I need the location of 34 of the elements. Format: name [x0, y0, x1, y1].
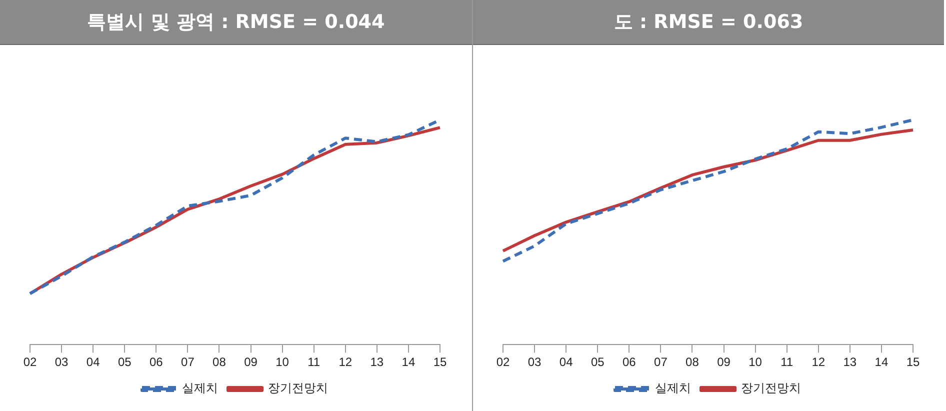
x-tick-label: 05 [590, 355, 605, 370]
x-tick-label: 09 [244, 355, 258, 370]
x-tick-label: 03 [528, 355, 542, 370]
chart-title: 도 : RMSE = 0.063 [473, 0, 944, 45]
x-tick-label: 09 [717, 355, 731, 370]
x-tick-label: 04 [86, 355, 100, 370]
x-tick-label: 14 [402, 355, 416, 370]
x-tick-label: 10 [276, 355, 290, 370]
x-tick-label: 11 [308, 355, 320, 370]
x-tick-label: 06 [149, 355, 164, 370]
x-tick-label: 14 [874, 355, 888, 370]
chart-title: 특별시 및 광역 : RMSE = 0.044 [0, 0, 472, 45]
x-tick-label: 15 [906, 355, 920, 370]
x-tick-label: 07 [181, 355, 195, 370]
x-tick-label: 05 [118, 355, 132, 370]
x-tick-label: 02 [23, 355, 37, 370]
x-tick-label: 12 [338, 355, 352, 370]
x-tick-label: 02 [496, 355, 510, 370]
x-tick-label: 12 [812, 355, 826, 370]
x-tick-label: 08 [686, 355, 700, 370]
legend-label: 장기전망치 [268, 381, 328, 396]
x-tick-label: 03 [54, 355, 69, 370]
legend-label: 실제치 [655, 381, 691, 396]
x-tick-label: 11 [780, 355, 794, 370]
x-tick-label: 13 [843, 355, 857, 370]
x-tick-label: 13 [370, 355, 384, 370]
legend-label: 실제치 [182, 381, 218, 396]
x-tick-label: 10 [748, 355, 762, 370]
x-tick-label: 07 [654, 355, 668, 370]
x-tick-label: 06 [622, 355, 636, 370]
x-tick-label: 04 [559, 355, 574, 370]
legend-label: 장기전망치 [741, 381, 801, 396]
x-tick-label: 08 [212, 355, 226, 370]
x-tick-label: 15 [433, 355, 447, 370]
